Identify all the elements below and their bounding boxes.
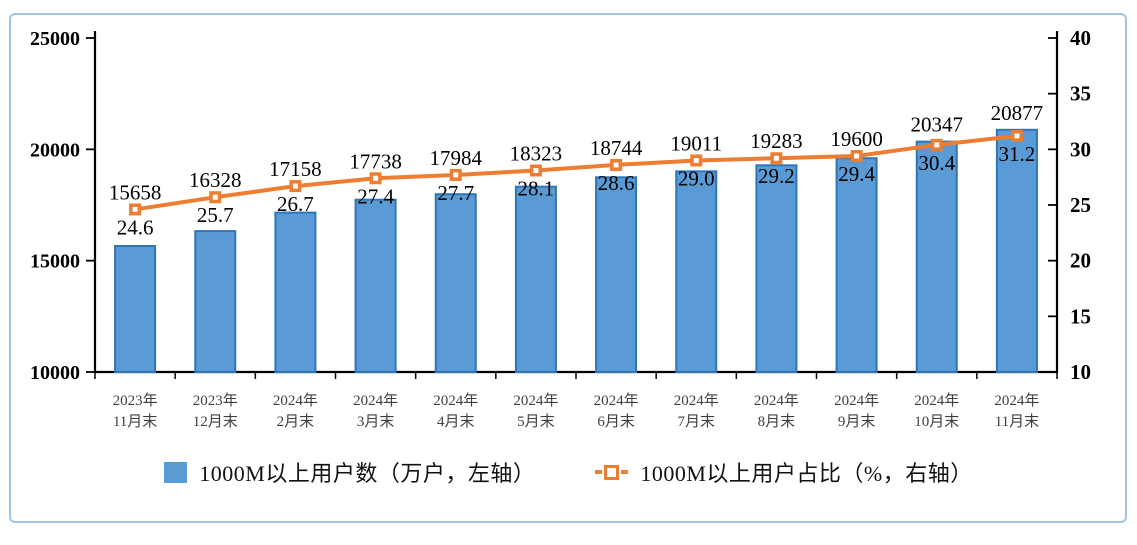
line-marker-center bbox=[212, 194, 218, 200]
pct-value-label: 29.2 bbox=[758, 164, 795, 188]
category-label-line2: 7月末 bbox=[677, 413, 715, 430]
category-label-line2: 4月末 bbox=[437, 413, 475, 430]
bar-value-label: 17158 bbox=[269, 157, 322, 181]
bar bbox=[915, 140, 958, 373]
pct-value-label: 26.7 bbox=[277, 192, 314, 216]
line-series-swatch-icon bbox=[595, 464, 629, 480]
category-label-line1: 2024年 bbox=[994, 392, 1039, 409]
legend-item-line: 1000M以上用户占比（%，右轴） bbox=[595, 456, 972, 488]
bar bbox=[995, 128, 1038, 373]
category-label-line2: 9月末 bbox=[838, 413, 876, 430]
bar bbox=[194, 230, 237, 373]
bar-value-label: 19011 bbox=[670, 131, 722, 155]
bar-value-label: 19600 bbox=[830, 127, 883, 151]
pct-value-label: 28.6 bbox=[598, 171, 635, 195]
bar-value-label: 17738 bbox=[349, 149, 402, 173]
bar bbox=[354, 198, 397, 373]
category-label-line1: 2024年 bbox=[353, 392, 398, 409]
category-label-line2: 6月末 bbox=[597, 413, 635, 430]
bar bbox=[114, 245, 157, 373]
bar-series-swatch-icon bbox=[164, 461, 188, 483]
line-marker-center bbox=[613, 162, 619, 168]
category-label-line1: 2024年 bbox=[914, 392, 959, 409]
legend-label-line: 1000M以上用户占比（%，右轴） bbox=[640, 461, 973, 486]
line-marker-center bbox=[533, 167, 539, 173]
category-label-line2: 11月末 bbox=[113, 413, 157, 430]
bar bbox=[274, 211, 317, 373]
pct-value-label: 30.4 bbox=[918, 151, 955, 175]
pct-value-label: 31.2 bbox=[999, 142, 1036, 166]
left-axis-tick-label: 20000 bbox=[30, 139, 80, 161]
right-axis-tick-label: 40 bbox=[1070, 26, 1091, 50]
line-marker-center bbox=[453, 172, 459, 178]
right-axis-tick-label: 35 bbox=[1070, 82, 1091, 106]
bar bbox=[434, 193, 477, 373]
category-label-line1: 2023年 bbox=[113, 392, 158, 409]
right-axis-tick-label: 25 bbox=[1070, 193, 1091, 217]
percentage-line bbox=[134, 133, 1018, 212]
left-axis-tick-label: 10000 bbox=[30, 362, 80, 384]
bar bbox=[835, 157, 878, 373]
line-marker-center bbox=[1014, 133, 1020, 139]
category-label-line2: 3月末 bbox=[357, 413, 395, 430]
right-axis-tick-label: 30 bbox=[1070, 137, 1091, 161]
category-label-line1: 2024年 bbox=[513, 392, 558, 409]
bar-value-label: 20347 bbox=[911, 113, 964, 137]
pct-value-label: 29.4 bbox=[838, 162, 875, 186]
category-label-line1: 2024年 bbox=[433, 392, 478, 409]
category-label-line2: 2月末 bbox=[277, 413, 315, 430]
category-label-line1: 2024年 bbox=[754, 392, 799, 409]
right-axis-tick-label: 15 bbox=[1070, 304, 1091, 328]
line-marker-center bbox=[373, 175, 379, 181]
legend-item-bars: 1000M以上用户数（万户，左轴） bbox=[164, 456, 535, 488]
pct-value-label: 27.7 bbox=[437, 181, 474, 205]
bar bbox=[514, 185, 557, 373]
left-axis-tick-label: 25000 bbox=[30, 28, 80, 50]
chart-legend: 1000M以上用户数（万户，左轴） 1000M以上用户占比（%，右轴） bbox=[0, 456, 1137, 488]
line-marker-center bbox=[693, 157, 699, 163]
line-marker-center bbox=[773, 155, 779, 161]
line-marker-center bbox=[292, 183, 298, 189]
pct-value-label: 24.6 bbox=[117, 215, 154, 239]
bar-value-label: 20877 bbox=[991, 101, 1044, 125]
bar bbox=[755, 164, 798, 373]
line-marker-center bbox=[132, 206, 138, 212]
legend-label-bars: 1000M以上用户数（万户，左轴） bbox=[199, 461, 536, 486]
pct-value-label: 28.1 bbox=[518, 176, 555, 200]
line-marker-center bbox=[854, 153, 860, 159]
category-label-line2: 11月末 bbox=[995, 413, 1039, 430]
bar-value-label: 18744 bbox=[590, 136, 643, 160]
bar bbox=[595, 176, 638, 373]
bar-value-label: 15658 bbox=[109, 180, 162, 204]
bar-value-label: 18323 bbox=[510, 141, 563, 165]
bar-value-label: 16328 bbox=[189, 168, 242, 192]
category-label-line1: 2023年 bbox=[193, 392, 238, 409]
bar bbox=[675, 170, 718, 373]
category-label-line2: 10月末 bbox=[914, 413, 959, 430]
category-label-line1: 2024年 bbox=[273, 392, 318, 409]
category-label-line1: 2024年 bbox=[834, 392, 879, 409]
category-label-line1: 2024年 bbox=[674, 392, 719, 409]
pct-value-label: 27.4 bbox=[357, 184, 394, 208]
left-axis-tick-label: 15000 bbox=[30, 251, 80, 273]
right-axis-tick-label: 10 bbox=[1070, 360, 1091, 384]
right-axis-tick-label: 20 bbox=[1070, 249, 1091, 273]
category-label-line1: 2024年 bbox=[594, 392, 639, 409]
category-label-line2: 12月末 bbox=[193, 413, 238, 430]
line-marker-center bbox=[934, 142, 940, 148]
pct-value-label: 25.7 bbox=[197, 203, 234, 227]
category-label-line2: 5月末 bbox=[517, 413, 555, 430]
bar-value-label: 19283 bbox=[750, 129, 803, 153]
pct-value-label: 29.0 bbox=[678, 166, 715, 190]
category-label-line2: 8月末 bbox=[758, 413, 796, 430]
bar-value-label: 17984 bbox=[430, 146, 483, 170]
